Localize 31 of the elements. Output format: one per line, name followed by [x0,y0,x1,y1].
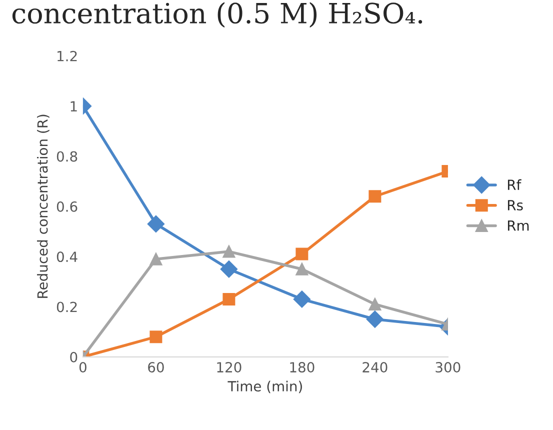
y-axis-title: Reduced concentration (R) [37,114,50,298]
point [293,290,310,308]
y-tick-label: 0.4 [56,252,78,262]
y-tick-label: 0.2 [56,302,77,312]
x-tick-label: 180 [290,362,314,373]
legend-label: Rf [508,179,522,190]
x-tick-label: 0 [79,362,86,373]
point [222,245,236,258]
x-axis-title: Time (min) [228,380,302,394]
legend-label: Rs [508,200,523,210]
point [147,215,164,233]
x-tick-label: 300 [436,362,460,373]
point [368,298,382,310]
point [222,292,236,306]
point [296,262,308,276]
x-tick-label: 60 [148,362,164,373]
y-tick-label: 0.8 [56,151,78,162]
chart-title: concentration (0.5 M) H₂SO₄. [12,2,422,28]
point [220,260,238,278]
y-tick-label: 0 [70,352,78,362]
y-tick-label: 0.6 [56,201,78,212]
point [150,330,162,344]
y-tick-label: 1.2 [58,50,77,62]
x-tick-label: 120 [217,362,242,373]
point [296,248,308,260]
point [150,252,162,266]
legend-label: Rm [508,220,529,231]
y-tick-label: 1 [70,101,77,112]
point [366,310,384,328]
point [368,190,382,203]
x-tick-label: 240 [362,362,388,373]
